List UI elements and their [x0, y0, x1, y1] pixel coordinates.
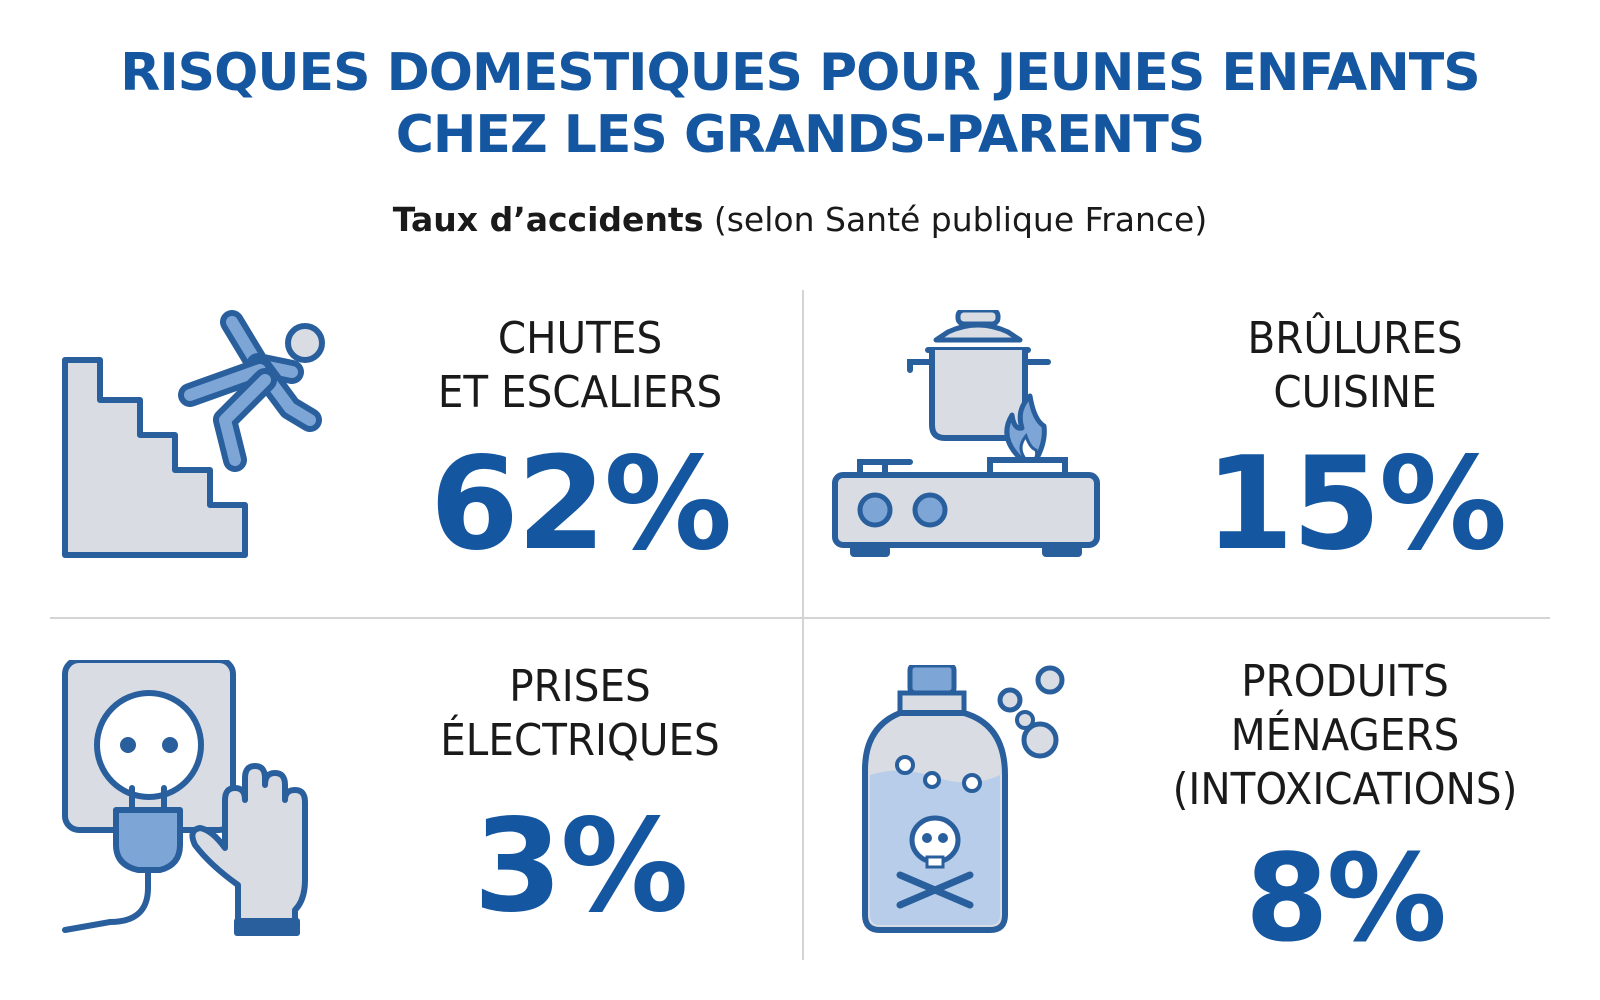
title-line-2: CHEZ LES GRANDS-PARENTS	[395, 105, 1205, 165]
risk-value-burns: 15%	[1204, 430, 1507, 579]
risk-label-line: MÉNAGERS	[1230, 710, 1460, 761]
risk-card-burns: BRÛLURES CUISINE 15%	[820, 300, 1580, 620]
risk-label-line: CHUTES	[497, 313, 663, 364]
risk-label-line: ÉLECTRIQUES	[440, 715, 720, 766]
risk-label-line: PRODUITS	[1241, 656, 1449, 707]
outlet-plug-hand-icon	[62, 660, 308, 936]
horizontal-divider	[50, 617, 1550, 619]
subtitle-source: (selon Santé publique France)	[713, 200, 1208, 239]
risk-label-outlets: PRISES ÉLECTRIQUES	[396, 660, 764, 768]
title-line-1: RISQUES DOMESTIQUES POUR JEUNES ENFANTS	[120, 43, 1480, 103]
risk-value-falls: 62%	[429, 430, 732, 579]
risk-label-line: BRÛLURES	[1247, 313, 1463, 364]
risk-card-outlets: PRISES ÉLECTRIQUES 3%	[40, 640, 800, 960]
page-title: RISQUES DOMESTIQUES POUR JEUNES ENFANTS …	[0, 42, 1600, 166]
risk-label-line: PRISES	[509, 661, 651, 712]
poison-bottle-icon	[862, 665, 1065, 933]
risk-label-line: CUISINE	[1273, 367, 1437, 418]
stove-pot-flame-icon	[832, 310, 1100, 557]
risk-card-products: PRODUITS MÉNAGERS (INTOXICATIONS) 8%	[820, 640, 1580, 965]
risk-card-falls: CHUTES ET ESCALIERS 62%	[40, 300, 800, 620]
risk-label-products: PRODUITS MÉNAGERS (INTOXICATIONS)	[1156, 655, 1533, 817]
risk-label-falls: CHUTES ET ESCALIERS	[396, 312, 764, 420]
falling-stairs-icon	[62, 310, 325, 558]
vertical-divider	[802, 290, 804, 960]
risk-label-line: ET ESCALIERS	[437, 367, 723, 418]
risk-value-products: 8%	[1245, 830, 1447, 969]
subtitle: Taux d’accidents (selon Santé publique F…	[0, 198, 1600, 242]
subtitle-strong: Taux d’accidents	[392, 200, 704, 239]
risk-label-burns: BRÛLURES CUISINE	[1176, 312, 1535, 420]
risk-value-outlets: 3%	[473, 792, 688, 941]
risk-label-line: (INTOXICATIONS)	[1172, 764, 1518, 815]
